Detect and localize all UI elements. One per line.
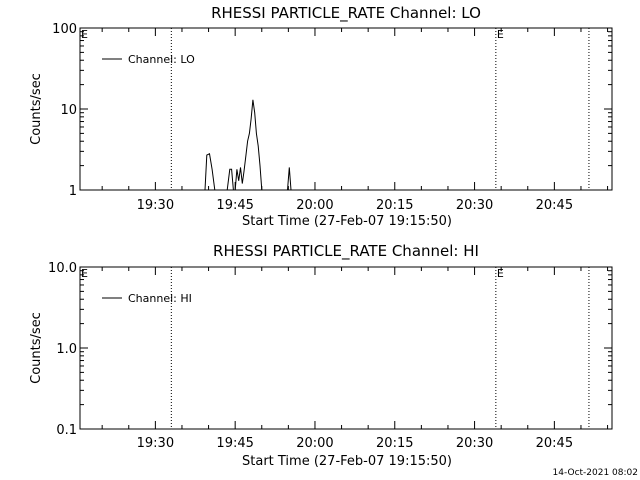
footer-timestamp: 14-Oct-2021 08:02 xyxy=(553,468,638,478)
chart-title: RHESSI PARTICLE_RATE Channel: HI xyxy=(213,242,479,261)
y-axis-label: Counts/sec xyxy=(29,73,44,145)
chart-panel-0: RHESSI PARTICLE_RATE Channel: LO 19:30 19:… xyxy=(29,4,613,229)
y-tick-label: 10.0 xyxy=(48,261,77,276)
chart-title: RHESSI PARTICLE_RATE Channel: LO xyxy=(211,4,481,23)
x-tick-label: 20:00 xyxy=(296,198,333,213)
event-marker: E xyxy=(81,28,88,41)
x-tick-label: 20:00 xyxy=(296,436,333,451)
legend-label: Channel: HI xyxy=(128,292,192,305)
x-tick-label: 19:30 xyxy=(137,436,174,451)
y-tick-label: 0.1 xyxy=(56,423,77,438)
event-marker: E xyxy=(497,267,504,280)
x-tick-label: 19:30 xyxy=(137,198,174,213)
y-tick-label: 1 xyxy=(69,184,77,199)
x-tick-label: 19:45 xyxy=(216,198,253,213)
y-tick-label: 1.0 xyxy=(56,342,77,357)
y-tick-label: 10 xyxy=(60,103,77,118)
x-axis-label: Start Time (27-Feb-07 19:15:50) xyxy=(242,454,452,469)
x-axis-label: Start Time (27-Feb-07 19:15:50) xyxy=(242,214,452,229)
legend-label: Channel: LO xyxy=(128,53,195,66)
y-axis-label: Counts/sec xyxy=(29,312,44,384)
x-tick-label: 20:30 xyxy=(456,436,493,451)
series-line xyxy=(204,99,292,191)
x-tick-label: 20:45 xyxy=(536,436,573,451)
event-marker: E xyxy=(81,267,88,280)
x-tick-label: 19:45 xyxy=(216,436,253,451)
x-tick-label: 20:15 xyxy=(376,436,413,451)
x-tick-label: 20:45 xyxy=(536,198,573,213)
x-tick-label: 20:30 xyxy=(456,198,493,213)
chart-panel-1: RHESSI PARTICLE_RATE Channel: HI 19:30 19:… xyxy=(29,242,613,469)
event-marker: E xyxy=(497,28,504,41)
x-tick-label: 20:15 xyxy=(376,198,413,213)
y-tick-label: 100 xyxy=(52,22,77,37)
